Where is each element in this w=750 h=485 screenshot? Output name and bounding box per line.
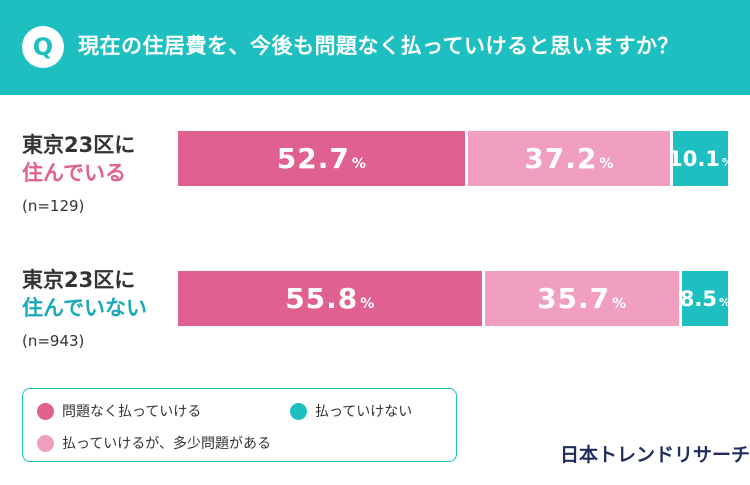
segment-no-problem: 55.8% [178,271,482,326]
segment-some-problem: 35.7% [484,271,679,326]
legend-item-cannot-pay: 払っていけない [290,401,412,421]
segment-some-problem: 37.2% [467,131,671,186]
question-header: Q 現在の住居費を、今後も問題なく払っていけると思いますか？ [0,0,750,95]
data-label: 10.1 [668,146,720,171]
data-label-unit: % [612,295,627,312]
legend-item-some-problem: 払っていけるが、多少問題がある [37,433,271,453]
legend: 問題なく払っていける 払っていけない 払っていけるが、多少問題がある [22,388,457,462]
sample-size: (n=129) [22,197,85,215]
stacked-bar-not-living: 55.8% 35.7% 8.5% [178,271,730,326]
legend-label: 払っていけない [315,404,413,420]
data-label: 8.5 [679,286,717,311]
data-label-unit: % [718,296,730,309]
brand-logo: 日本トレンドリサーチ [560,444,750,466]
segment-cannot-pay: 8.5% [679,271,730,326]
row-label-living: 東京23区に 住んでいる (n=129) [22,131,135,217]
sample-size: (n=943) [22,332,85,350]
data-label: 35.7 [537,282,611,315]
legend-label: 払っていけるが、多少問題がある [62,436,272,452]
data-label: 55.8 [285,282,359,315]
stacked-bar-living: 52.7% 37.2% 10.1% [178,131,733,186]
data-label-unit: % [599,155,614,172]
data-label-unit: % [360,295,375,312]
row-label-line2: 住んでいない [22,296,147,320]
legend-swatch-icon [290,402,307,420]
legend-swatch-icon [37,434,54,452]
row-label-line1: 東京23区に [22,133,136,157]
data-label: 52.7 [276,142,350,175]
row-label-line2: 住んでいる [22,161,126,185]
data-label: 37.2 [524,142,598,175]
data-label-unit: % [721,156,733,169]
question-title: 現在の住居費を、今後も問題なく払っていけると思いますか？ [78,34,679,58]
segment-no-problem: 52.7% [178,131,465,186]
legend-label: 問題なく払っていける [62,404,202,420]
data-label-unit: % [351,155,366,172]
question-badge: Q [22,26,64,68]
legend-swatch-icon [37,402,54,420]
row-label-line1: 東京23区に [22,268,136,292]
legend-item-no-problem: 問題なく払っていける [37,401,201,421]
row-label-not-living: 東京23区に 住んでいない (n=943) [22,266,147,352]
segment-cannot-pay: 10.1% [668,131,733,186]
